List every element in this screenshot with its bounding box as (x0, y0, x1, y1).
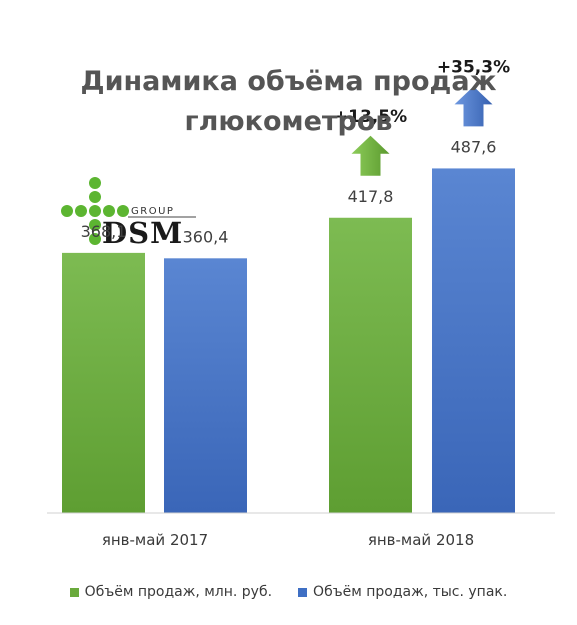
chart-title: Динамика объёма продаж глюкометров (80, 66, 497, 137)
legend-swatch-blue (298, 587, 308, 597)
growth-annotation-rub: +13,5% (334, 107, 407, 127)
data-label-rub-2: 417,8 (348, 187, 394, 206)
up-arrow-icon (454, 86, 493, 127)
legend-item-pack: Объём продаж, тыс. упак. (298, 584, 507, 600)
legend-label-rub: Объём продаж, млн. руб. (84, 584, 273, 600)
legend-swatch-green (69, 587, 79, 597)
growth-annotation-pack: +35,3% (437, 57, 510, 77)
logo-dot (89, 191, 101, 203)
logo-dot (117, 205, 129, 217)
data-label-rub-1: 368,1 (81, 222, 127, 241)
bar-pack-2 (432, 168, 515, 514)
logo-brand-text: DSM (102, 216, 183, 250)
bar-rub-1 (62, 252, 145, 513)
dsm-logo: GROUP DSM (61, 177, 196, 250)
x-tick-labels: янв-май 2017 янв-май 2018 (102, 531, 474, 549)
bars-layer (62, 168, 515, 514)
logo-dot (89, 233, 101, 245)
data-label-pack-1: 360,4 (183, 227, 229, 246)
logo-dot (89, 219, 101, 231)
legend: Объём продаж, млн. руб. Объём продаж, ты… (0, 584, 577, 600)
logo-dot (89, 177, 101, 189)
x-tick-label-2: янв-май 2018 (368, 531, 474, 549)
logo-cross-dots (61, 177, 196, 245)
logo-dot (89, 205, 101, 217)
legend-item-rub: Объём продаж, млн. руб. (69, 584, 273, 600)
bar-labels-layer: 368,1 417,8 360,4 487,6 (81, 137, 497, 246)
logo-dot (75, 205, 87, 217)
logo-group-text: GROUP (131, 206, 174, 217)
x-tick-label-1: янв-май 2017 (102, 531, 208, 549)
logo-dot (61, 205, 73, 217)
data-label-pack-2: 487,6 (451, 137, 497, 156)
annotations-layer: +13,5% +35,3% (334, 57, 510, 176)
logo-dot (103, 205, 115, 217)
bar-rub-2 (329, 217, 412, 513)
legend-label-pack: Объём продаж, тыс. упак. (313, 584, 508, 600)
up-arrow-icon (351, 135, 390, 176)
bar-pack-1 (164, 258, 247, 513)
